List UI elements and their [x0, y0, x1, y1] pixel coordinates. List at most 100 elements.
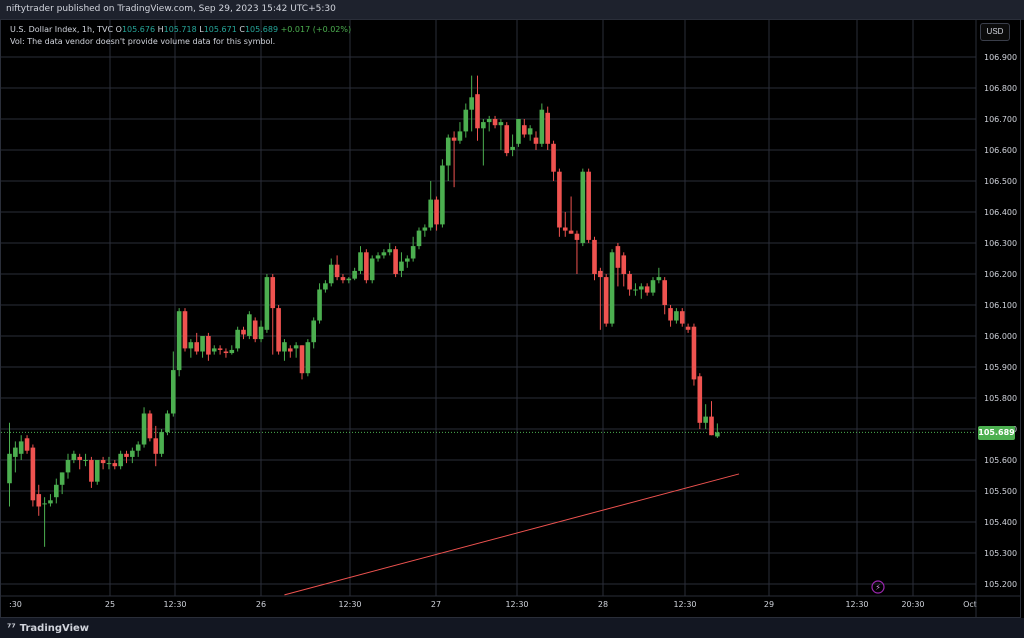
candle-body [539, 109, 545, 144]
tradingview-brand: TradingView [19, 623, 90, 634]
candle-body [71, 453, 77, 460]
candle-body [147, 413, 153, 439]
time-tick-label: 27 [431, 600, 441, 609]
candle-body [516, 119, 521, 144]
candle-body [211, 348, 217, 352]
time-tick-label: 28 [598, 600, 608, 609]
candle-body [662, 280, 667, 305]
candle-body [457, 131, 463, 141]
trendline [284, 473, 740, 596]
candle-body [679, 311, 685, 324]
candle-body [568, 230, 574, 234]
price-tick-label: 105.400 [984, 518, 1017, 527]
candle-body [551, 143, 556, 172]
time-tick-label: :30 [9, 600, 22, 609]
candle-body [299, 345, 305, 374]
legend-change: +0.017 (+0.02%) [280, 25, 352, 34]
candle-body [580, 171, 586, 243]
price-tick-label: 106.600 [984, 146, 1017, 155]
time-tick-label: 12:30 [673, 600, 696, 609]
candle-body [18, 441, 24, 454]
candle-body [598, 270, 603, 278]
candle-body [235, 329, 240, 349]
candle-body [463, 109, 469, 132]
candle-body [48, 500, 53, 504]
candle-body [334, 264, 340, 278]
candle-body [24, 438, 30, 451]
price-tick-label: 106.000 [984, 332, 1017, 341]
candle-body [171, 370, 176, 414]
candle-body [352, 270, 357, 279]
candle-body [276, 308, 281, 352]
candle-body [130, 450, 135, 457]
price-tick-label: 106.200 [984, 270, 1017, 279]
candle-body [691, 326, 697, 380]
tradingview-logo[interactable]: ⁷⁷ TradingView [7, 623, 89, 634]
candle-body [428, 199, 433, 228]
candle-body [124, 453, 129, 457]
candle-body [592, 239, 597, 274]
candle-body [533, 137, 539, 144]
candle-body [562, 227, 568, 231]
candle-body [264, 277, 270, 330]
candle-body [393, 249, 398, 274]
candle-body [293, 345, 299, 349]
bolt-icon [871, 580, 885, 594]
candle-body [194, 342, 199, 352]
chart-legend: U.S. Dollar Index, 1h, TVC O105.676 H105… [10, 24, 351, 48]
candle-body [252, 320, 258, 340]
candle-body [118, 453, 123, 467]
price-tick-label: 106.100 [984, 301, 1017, 310]
legend-volume-note: Vol: The data vendor doesn't provide vol… [10, 37, 276, 46]
candle-body [282, 342, 287, 352]
candle-body [106, 463, 112, 465]
candle-body [317, 289, 322, 321]
candle-body [188, 342, 194, 349]
candle-body [59, 472, 65, 485]
candle-body [30, 447, 36, 501]
candle-body [410, 246, 416, 259]
legend-close-value: 105.689 [244, 25, 279, 34]
candle-body [481, 122, 486, 129]
candle-body [656, 277, 662, 281]
candle-body [709, 416, 714, 436]
candle-body [206, 336, 211, 355]
candle-body [627, 274, 632, 290]
legend-low-label: L [199, 25, 204, 34]
candle-body [615, 246, 621, 268]
candle-body [311, 320, 316, 343]
candle-body [674, 311, 679, 321]
candle-body [644, 286, 650, 293]
candlestick-chart[interactable]: 106.900 106.800 106.700 106.600 106.500 106.4… [0, 0, 1024, 618]
candle-body [492, 119, 498, 126]
candle-body [504, 125, 510, 154]
candle-body [346, 278, 352, 281]
candle-body [557, 171, 562, 228]
candle-body [697, 376, 703, 423]
time-tick-label: 25 [105, 600, 115, 609]
candle-body [305, 342, 311, 374]
currency-button[interactable]: USD [980, 23, 1010, 41]
candle-body [223, 351, 229, 354]
candle-body [217, 348, 223, 350]
price-tick-label: 105.900 [984, 363, 1017, 372]
candle-body [375, 255, 381, 259]
candle-body [182, 311, 188, 349]
candle-body [387, 249, 393, 253]
candle-body [340, 277, 346, 281]
candle-body [609, 252, 615, 324]
time-tick-label: 12:30 [505, 600, 528, 609]
time-tick-label: Oct [963, 600, 977, 609]
candle-body [83, 460, 88, 461]
candle-body [381, 252, 387, 256]
published-text: niftytrader published on TradingView.com… [6, 4, 336, 14]
legend-symbol: U.S. Dollar Index, 1h, TVC [10, 25, 114, 34]
candle-body [89, 460, 94, 482]
price-tick-label: 106.500 [984, 177, 1017, 186]
price-tick-label: 106.900 [984, 53, 1017, 62]
candle-body [369, 258, 375, 281]
candle-body [451, 137, 457, 141]
candle-body [247, 314, 252, 336]
bolt-icon-glyph: ⚡ [875, 583, 881, 592]
candle-body [639, 286, 644, 290]
